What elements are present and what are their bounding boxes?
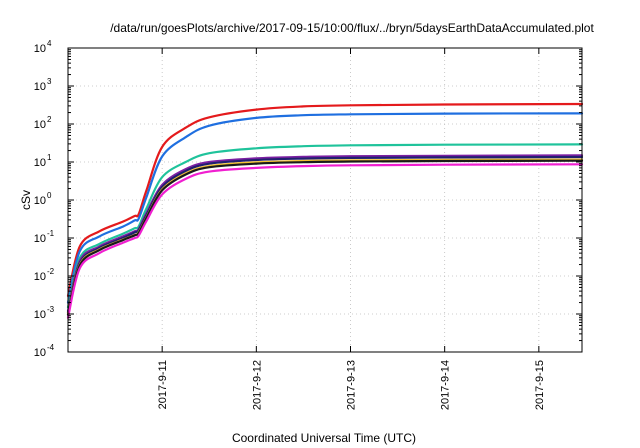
y-tick-exponent: 2 [47, 115, 52, 124]
y-tick-label: 10 [34, 309, 46, 321]
y-tick-label: 10 [34, 347, 46, 359]
y-tick-exponent: 0 [47, 191, 52, 200]
y-tick-label: 10 [34, 81, 46, 93]
series-line-7 [66, 159, 584, 316]
series-lines [66, 102, 584, 319]
series-line-3 [66, 143, 584, 309]
series-line-4 [66, 154, 584, 313]
y-tick-exponent: 4 [47, 39, 52, 48]
grid [68, 48, 582, 352]
x-tick-label: 2017-9-14 [440, 360, 452, 410]
series-line-5 [66, 155, 584, 314]
series-line-6 [66, 158, 584, 316]
x-axis-label: Coordinated Universal Time (UTC) [232, 431, 416, 445]
x-tick-label: 2017-9-11 [157, 360, 169, 409]
x-tick-label: 2017-9-15 [534, 360, 546, 410]
y-tick-label: 10 [34, 119, 46, 131]
y-tick-label: 10 [34, 157, 46, 169]
y-tick-exponent: -3 [47, 305, 55, 314]
chart-title: /data/run/goesPlots/archive/2017-09-15/1… [110, 21, 594, 35]
series-line-1 [66, 102, 584, 297]
y-tick-exponent: -2 [47, 267, 55, 276]
y-tick-label: 10 [34, 195, 46, 207]
y-tick-exponent: -1 [47, 229, 55, 238]
y-tick-exponent: -4 [47, 343, 55, 352]
x-tick-label: 2017-9-12 [251, 360, 263, 410]
series-line-2 [66, 112, 584, 304]
series-line-8 [66, 163, 584, 319]
x-tick-label: 2017-9-13 [346, 360, 358, 410]
y-tick-exponent: 1 [47, 153, 52, 162]
y-tick-label: 10 [34, 271, 46, 283]
y-tick-exponent: 3 [47, 77, 52, 86]
y-axis-label: cSv [19, 190, 33, 210]
y-tick-label: 10 [34, 233, 46, 245]
y-tick-label: 10 [34, 43, 46, 55]
